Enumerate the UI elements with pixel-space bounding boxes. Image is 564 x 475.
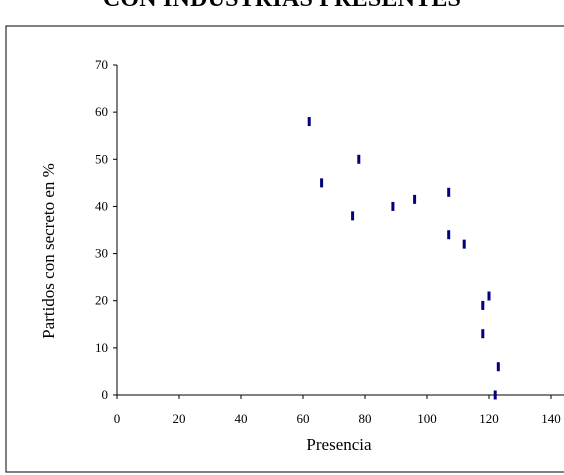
y-tick-label: 70 bbox=[95, 57, 108, 72]
data-point bbox=[481, 300, 485, 310]
x-tick-label: 40 bbox=[235, 411, 248, 426]
data-point bbox=[391, 201, 395, 211]
x-tick-label: 80 bbox=[359, 411, 372, 426]
data-point bbox=[481, 329, 485, 339]
data-point bbox=[496, 362, 500, 372]
x-tick-label: 120 bbox=[479, 411, 499, 426]
y-tick-label: 50 bbox=[95, 151, 108, 166]
data-points bbox=[307, 117, 500, 400]
data-point bbox=[447, 230, 451, 240]
data-point bbox=[320, 178, 324, 188]
x-tick-label: 0 bbox=[114, 411, 121, 426]
x-ticks: 0 20 40 60 80 100 120 140 bbox=[114, 395, 561, 426]
x-tick-label: 20 bbox=[173, 411, 186, 426]
x-tick-label: 140 bbox=[541, 411, 561, 426]
data-point bbox=[447, 187, 451, 197]
y-tick-label: 40 bbox=[95, 198, 108, 213]
chart-border bbox=[5, 25, 564, 473]
data-point bbox=[413, 194, 417, 204]
x-tick-label: 100 bbox=[417, 411, 437, 426]
data-point bbox=[462, 239, 466, 249]
y-tick-label: 30 bbox=[95, 246, 108, 261]
x-tick-label: 60 bbox=[297, 411, 310, 426]
y-tick-label: 10 bbox=[95, 340, 108, 355]
data-point bbox=[351, 211, 355, 221]
data-point bbox=[493, 390, 497, 400]
data-point bbox=[307, 117, 311, 127]
data-point bbox=[487, 291, 491, 301]
x-axis-title: Presencia bbox=[306, 435, 372, 454]
y-ticks: 0 10 20 30 40 50 60 70 bbox=[95, 57, 117, 402]
data-point bbox=[357, 154, 361, 164]
y-tick-label: 0 bbox=[102, 387, 109, 402]
y-tick-label: 20 bbox=[95, 293, 108, 308]
chart-title: CON INDUSTRIAS PRESENTES bbox=[0, 0, 564, 13]
y-axis-title: Partidos con secreto en % bbox=[39, 163, 58, 339]
y-tick-label: 60 bbox=[95, 104, 108, 119]
